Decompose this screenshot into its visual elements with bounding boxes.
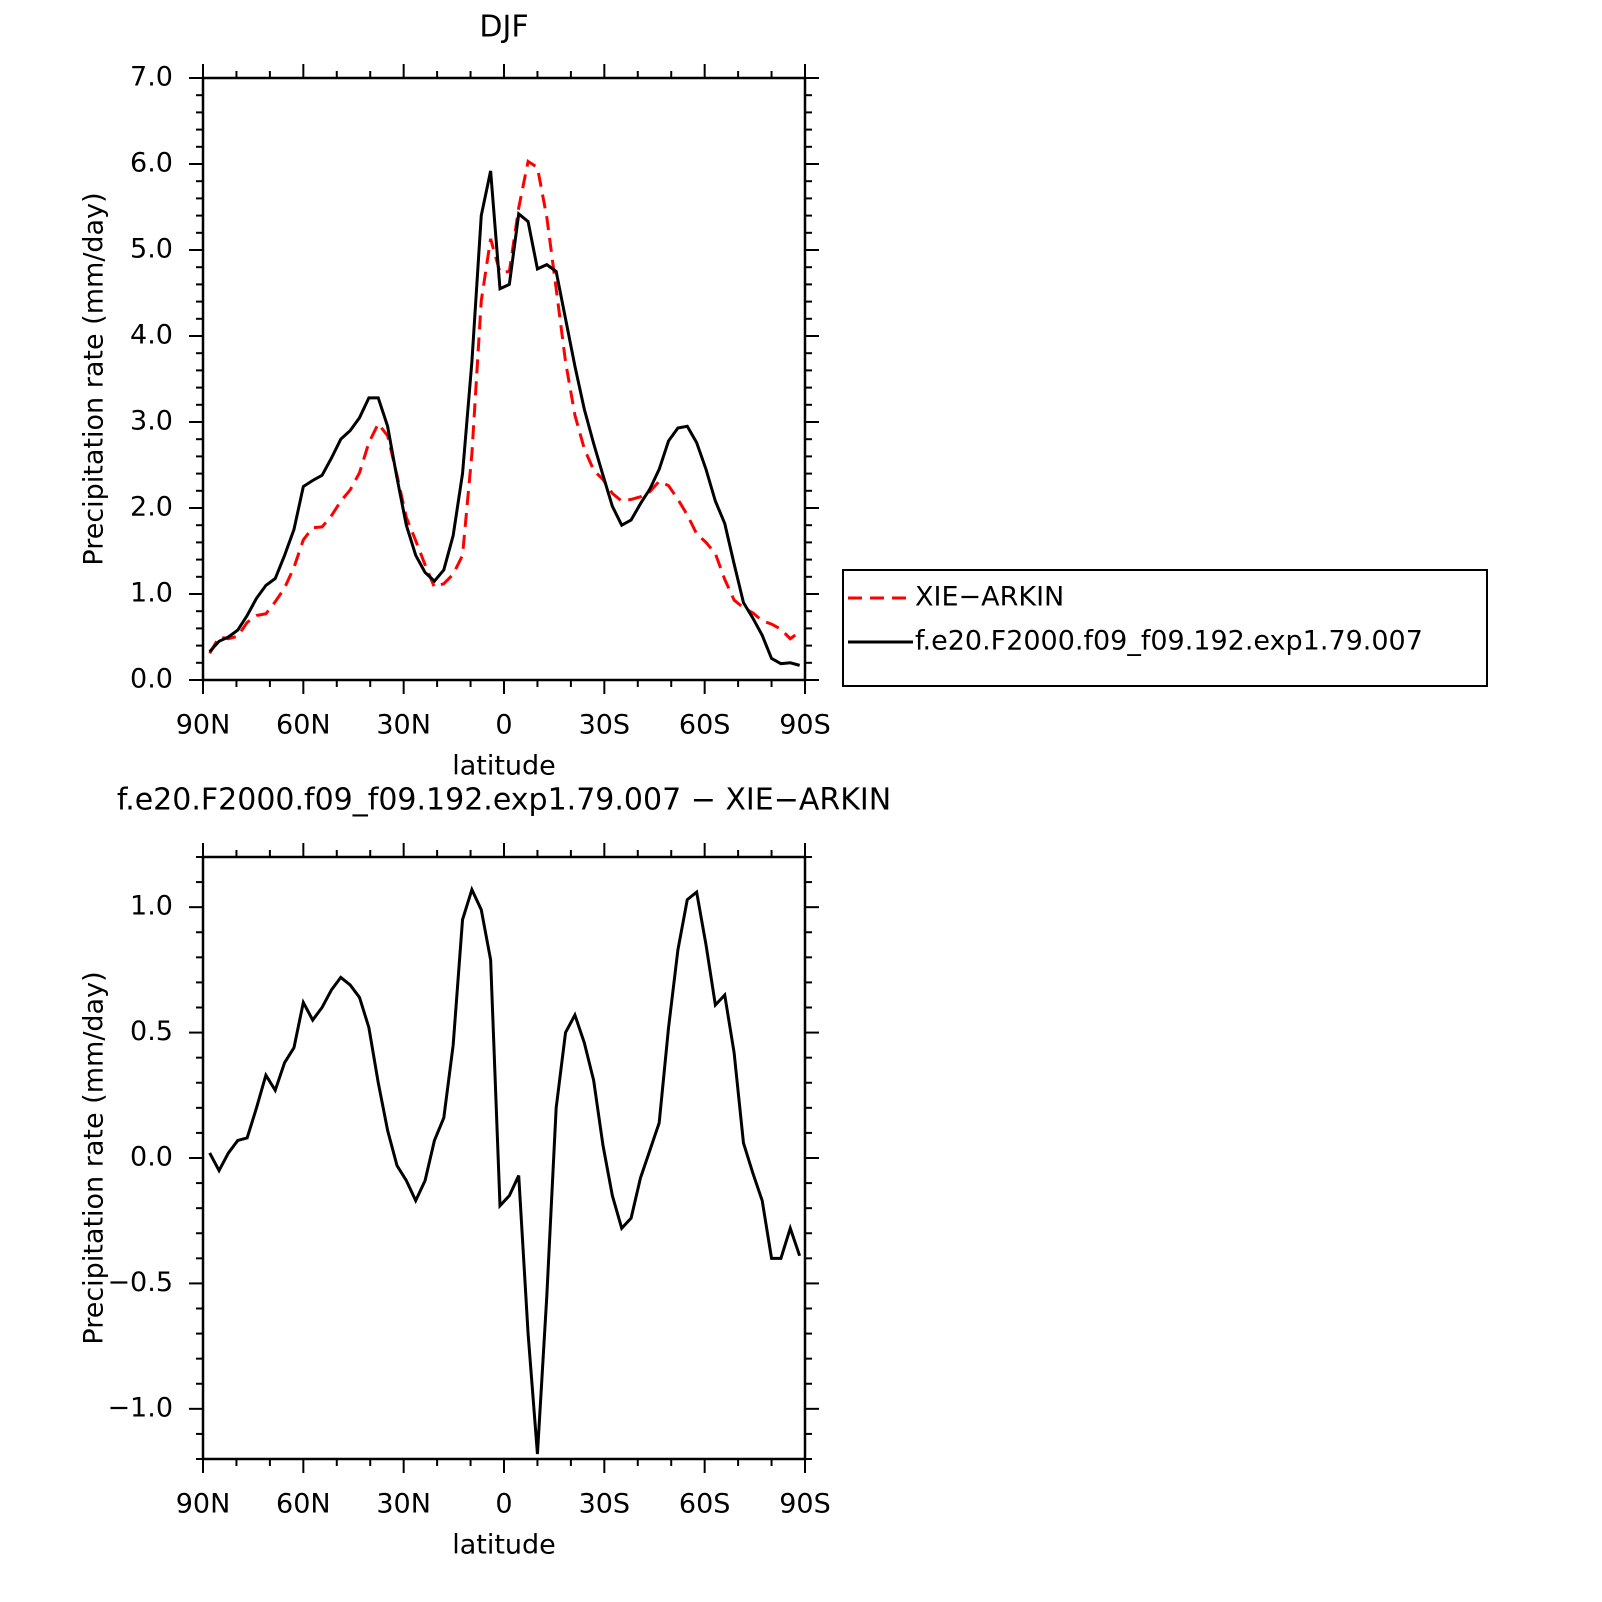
y-tick-label: 6.0 [130, 148, 173, 179]
y-tick-label: 5.0 [130, 234, 173, 265]
x-tick-label: 60S [679, 710, 731, 741]
x-tick-label: 30N [376, 1489, 431, 1520]
y-axis-label: Precipitation rate (mm/day) [79, 971, 110, 1344]
x-tick-label: 90S [779, 710, 831, 741]
x-tick-label: 0 [495, 710, 512, 741]
y-tick-label: 4.0 [130, 320, 173, 351]
legend-box [842, 569, 1488, 687]
x-tick-label: 30S [579, 1489, 631, 1520]
y-tick-label: 2.0 [130, 492, 173, 523]
y-tick-label: −0.5 [107, 1267, 173, 1298]
y-tick-label: 0.0 [130, 1142, 173, 1173]
x-tick-label: 60S [679, 1489, 731, 1520]
y-tick-label: 3.0 [130, 406, 173, 437]
y-tick-label: 1.0 [130, 578, 173, 609]
x-tick-label: 30N [376, 710, 431, 741]
x-tick-label: 30S [579, 710, 631, 741]
x-tick-label: 90N [176, 1489, 231, 1520]
y-tick-label: 0.0 [130, 664, 173, 695]
y-axis-label: Precipitation rate (mm/day) [79, 192, 110, 565]
x-tick-label: 0 [495, 1489, 512, 1520]
legend-label: XIE−ARKIN [915, 582, 1064, 613]
x-axis-label: latitude [452, 751, 556, 782]
legend-label: f.e20.F2000.f09_f09.192.exp1.79.007 [915, 626, 1423, 657]
plot-frame [201, 855, 807, 1461]
x-tick-label: 90S [779, 1489, 831, 1520]
chart-title: DJF [479, 10, 528, 45]
x-tick-label: 60N [276, 1489, 331, 1520]
x-tick-label: 60N [276, 710, 331, 741]
series-line [208, 158, 801, 655]
y-tick-label: 1.0 [130, 891, 173, 922]
y-tick-label: 0.5 [130, 1016, 173, 1047]
x-axis-label: latitude [452, 1530, 556, 1561]
y-tick-label: 7.0 [130, 62, 173, 93]
chart-title: f.e20.F2000.f09_f09.192.exp1.79.007 − XI… [117, 783, 891, 818]
x-tick-label: 90N [176, 710, 231, 741]
series-line [208, 170, 801, 667]
y-tick-label: −1.0 [107, 1392, 173, 1423]
plot-frame [201, 76, 807, 682]
series-line [208, 885, 802, 1455]
